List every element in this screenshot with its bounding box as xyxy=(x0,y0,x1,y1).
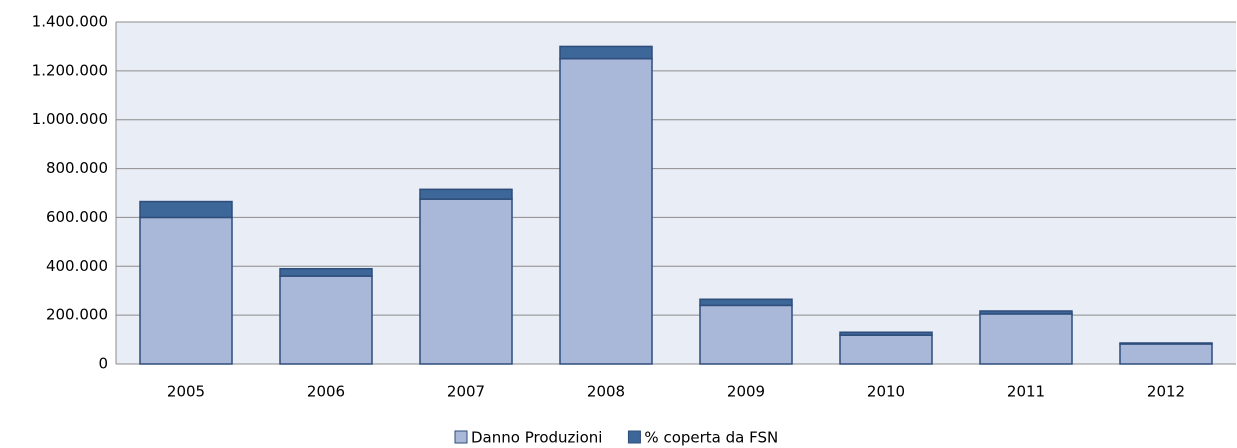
x-tick-label: 2006 xyxy=(307,383,345,401)
bar-segment xyxy=(1119,343,1213,365)
y-tick-label: 0 xyxy=(98,355,108,373)
legend-swatch xyxy=(627,430,641,444)
bar-segment xyxy=(1119,342,1213,345)
x-tick-label: 2005 xyxy=(167,383,205,401)
bar-segment xyxy=(699,298,793,307)
x-tick-label: 2008 xyxy=(587,383,625,401)
bar-segment xyxy=(419,198,513,365)
y-tick-label: 1.000.000 xyxy=(32,110,108,128)
bar-segment xyxy=(279,275,373,365)
bar-segment xyxy=(559,45,653,60)
legend-label: % coperta da FSN xyxy=(644,429,778,447)
x-tick-label: 2010 xyxy=(867,383,905,401)
bar-segment xyxy=(839,331,933,336)
x-tick-label: 2007 xyxy=(447,383,485,401)
x-tick-label: 2011 xyxy=(1007,383,1045,401)
y-tick-label: 1.200.000 xyxy=(32,61,108,79)
legend-swatch xyxy=(454,430,468,444)
y-tick-label: 200.000 xyxy=(46,306,108,324)
bar-segment xyxy=(979,313,1073,365)
y-tick-label: 400.000 xyxy=(46,257,108,275)
bar-segment xyxy=(419,188,513,200)
x-tick-label: 2009 xyxy=(727,383,765,401)
bar-segment xyxy=(559,57,653,365)
bar-segment xyxy=(699,304,793,365)
legend-label: Danno Produzioni xyxy=(471,429,602,447)
x-tick-label: 2012 xyxy=(1147,383,1185,401)
bar-segment xyxy=(139,216,233,365)
y-tick-label: 800.000 xyxy=(46,159,108,177)
bar-segment xyxy=(839,334,933,365)
y-tick-label: 1.400.000 xyxy=(32,13,108,31)
bar-segment xyxy=(279,267,373,277)
bar-segment xyxy=(139,200,233,219)
y-tick-label: 600.000 xyxy=(46,208,108,226)
bar-segment xyxy=(979,310,1073,315)
